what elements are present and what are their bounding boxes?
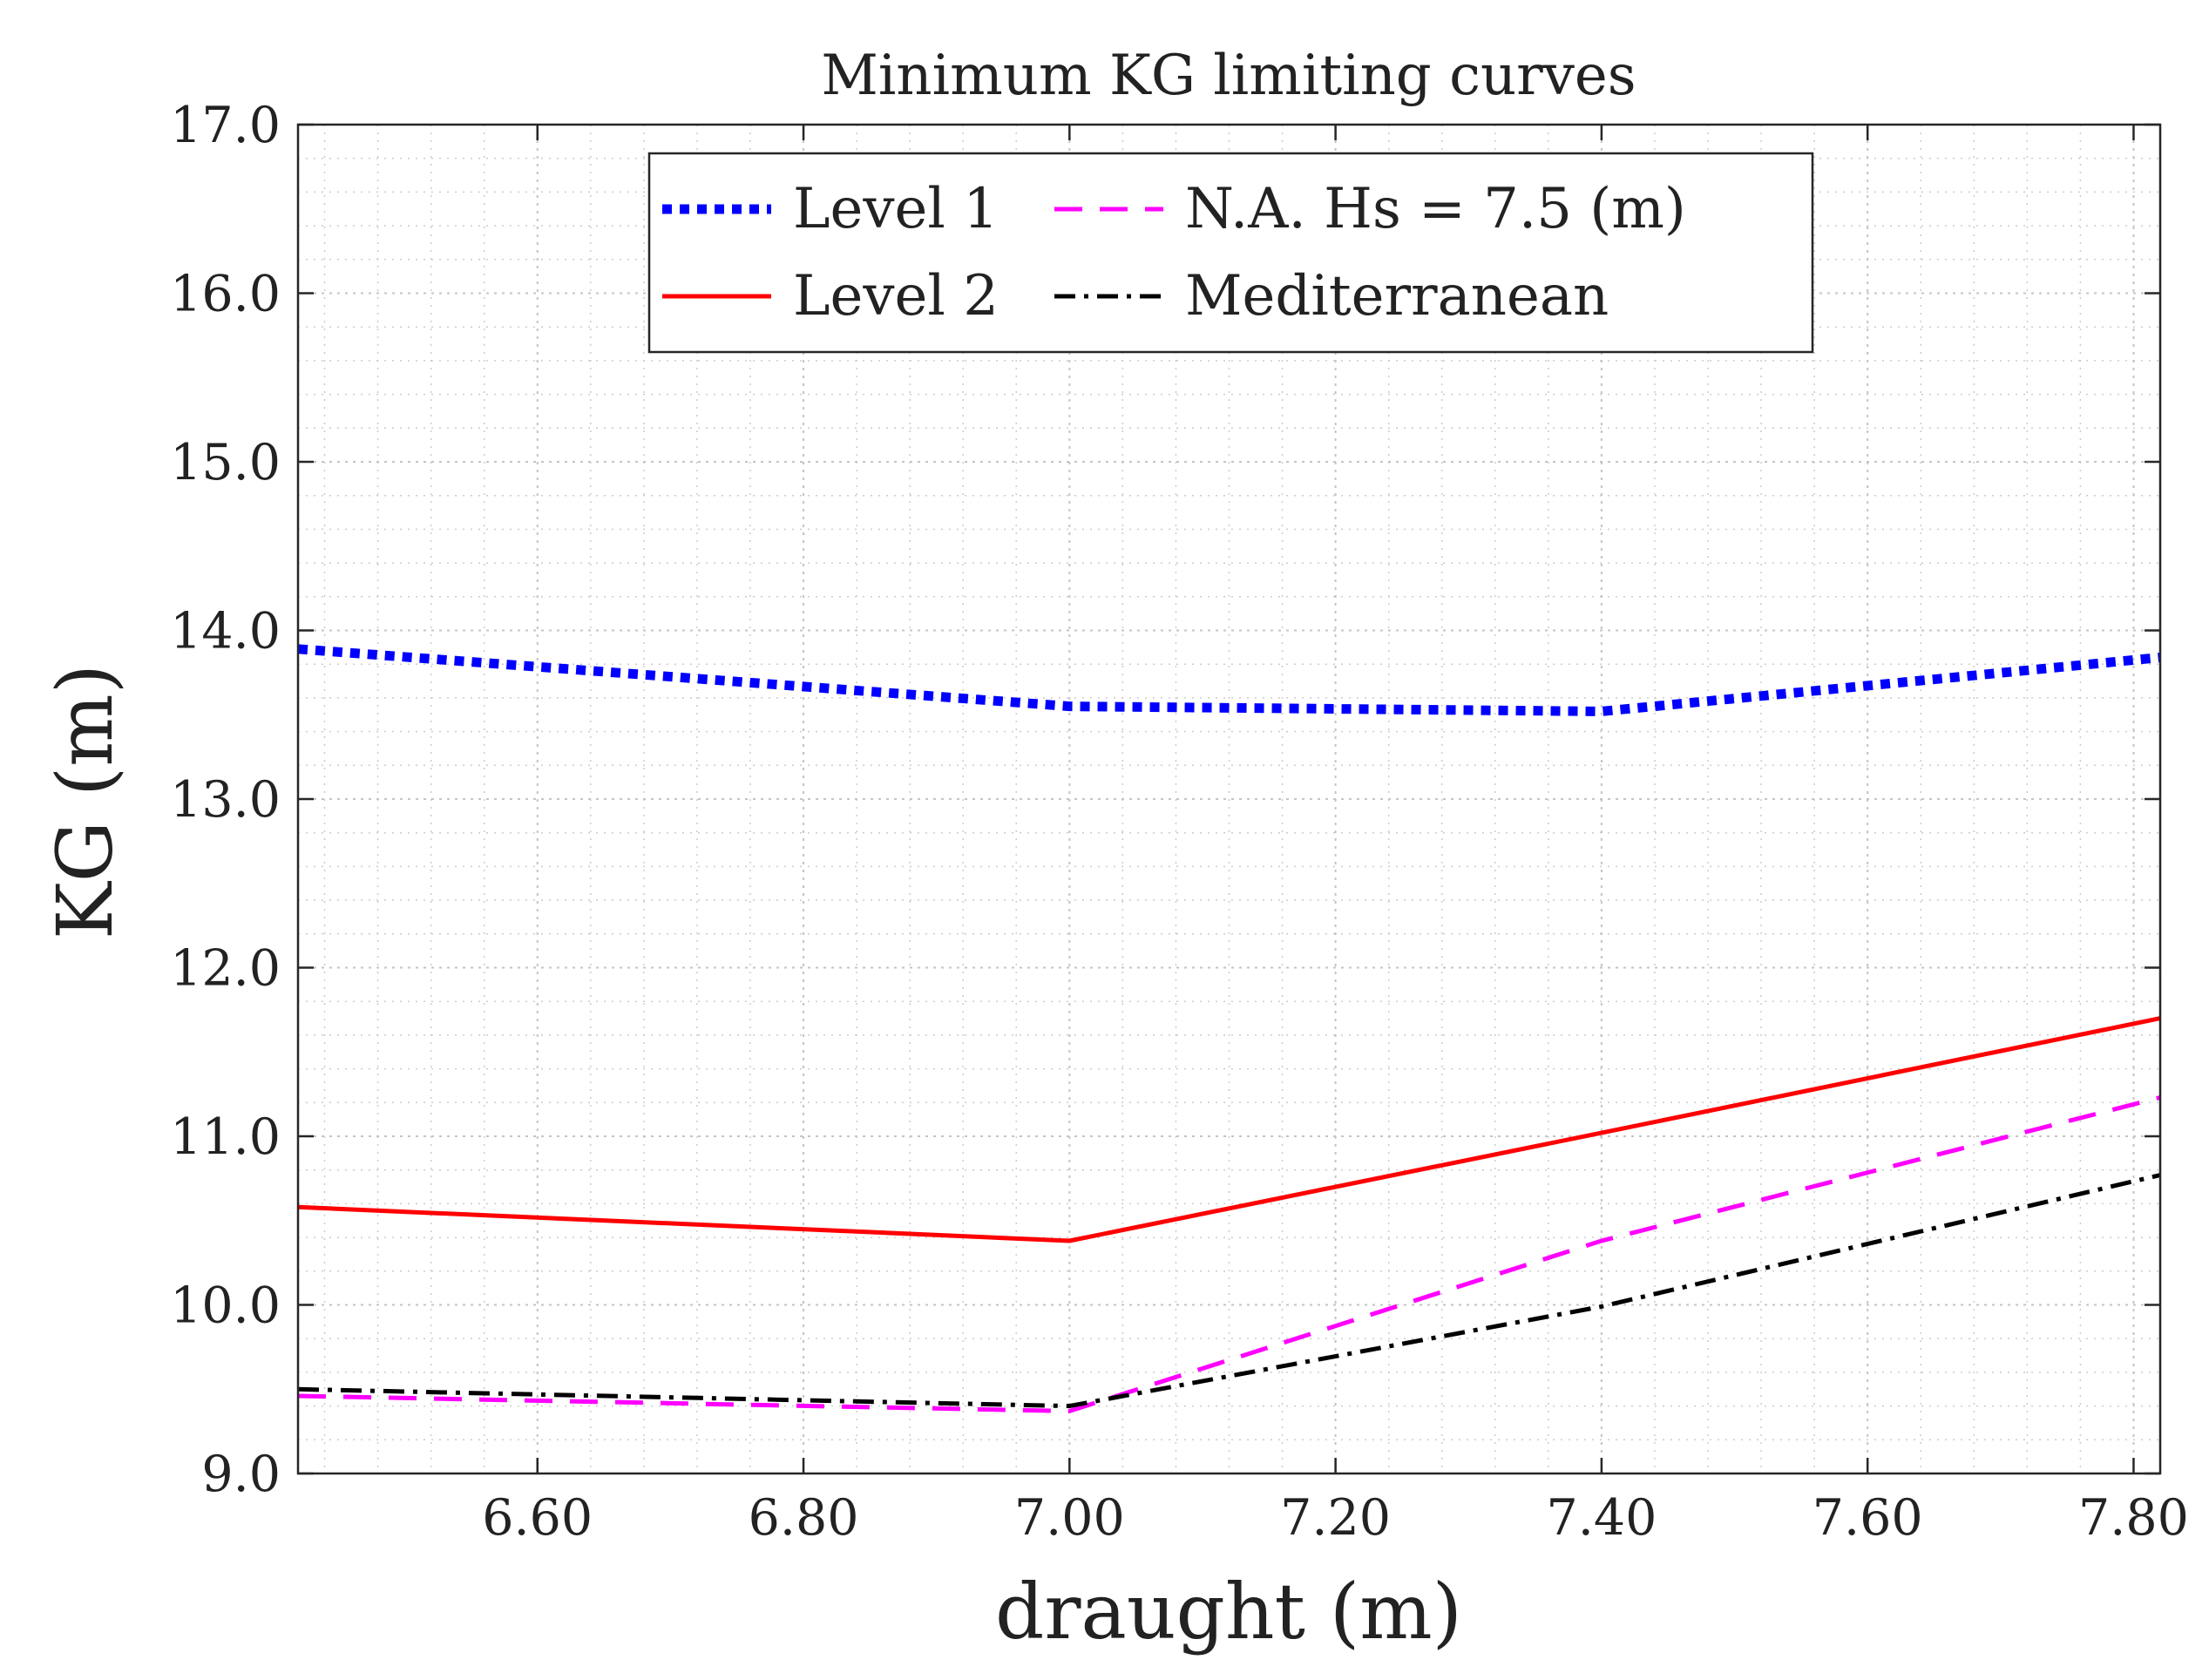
data-series bbox=[297, 644, 2161, 1413]
legend: Level 1 N.A. Hs = 7.5 (m) Level 2 Medite… bbox=[647, 152, 1814, 354]
y-tick-label: 15.0 bbox=[170, 434, 281, 491]
y-tick-label: 9.0 bbox=[201, 1446, 281, 1503]
x-tick-label: 7.40 bbox=[1546, 1489, 1657, 1547]
y-tick-label: 13.0 bbox=[170, 771, 281, 829]
y-tick-label: 17.0 bbox=[170, 97, 281, 154]
y-tick-label: 10.0 bbox=[170, 1277, 281, 1335]
x-tick-label: 7.00 bbox=[1014, 1489, 1125, 1547]
x-tick-label: 7.60 bbox=[1813, 1489, 1923, 1547]
x-tick-label: 6.60 bbox=[482, 1489, 593, 1547]
y-tick-label: 14.0 bbox=[170, 603, 281, 660]
x-tick-label: 7.20 bbox=[1280, 1489, 1391, 1547]
series-line-level-1 bbox=[297, 644, 2161, 716]
series-line-mediterranean bbox=[297, 1173, 2161, 1409]
series-line-n-a-hs-7-5-m bbox=[297, 1095, 2161, 1413]
y-tick-label: 12.0 bbox=[170, 940, 281, 998]
legend-label-na-hs: N.A. Hs = 7.5 (m) bbox=[1185, 177, 1686, 241]
x-tick-label: 6.80 bbox=[749, 1489, 859, 1547]
y-tick-label: 11.0 bbox=[170, 1108, 281, 1166]
legend-label-level-1: Level 1 bbox=[793, 177, 999, 241]
legend-label-level-2: Level 2 bbox=[793, 264, 999, 329]
chart-title: Minimum KG limiting curves bbox=[821, 44, 1636, 108]
series-line-level-2 bbox=[297, 1016, 2161, 1243]
x-axis-label: draught (m) bbox=[995, 1567, 1462, 1656]
y-tick-label: 16.0 bbox=[170, 266, 281, 323]
legend-label-mediterranean: Mediterranean bbox=[1185, 264, 1609, 329]
axis-ticks: 6.60 6.80 7.00 7.20 7.40 7.60 7.80 9.0 10.0 11.0 1… bbox=[170, 97, 2189, 1547]
grid-lines bbox=[298, 124, 2160, 1474]
y-axis-label: KG (m) bbox=[40, 664, 130, 939]
x-tick-label: 7.80 bbox=[2078, 1489, 2189, 1547]
legend-box bbox=[647, 152, 1814, 354]
